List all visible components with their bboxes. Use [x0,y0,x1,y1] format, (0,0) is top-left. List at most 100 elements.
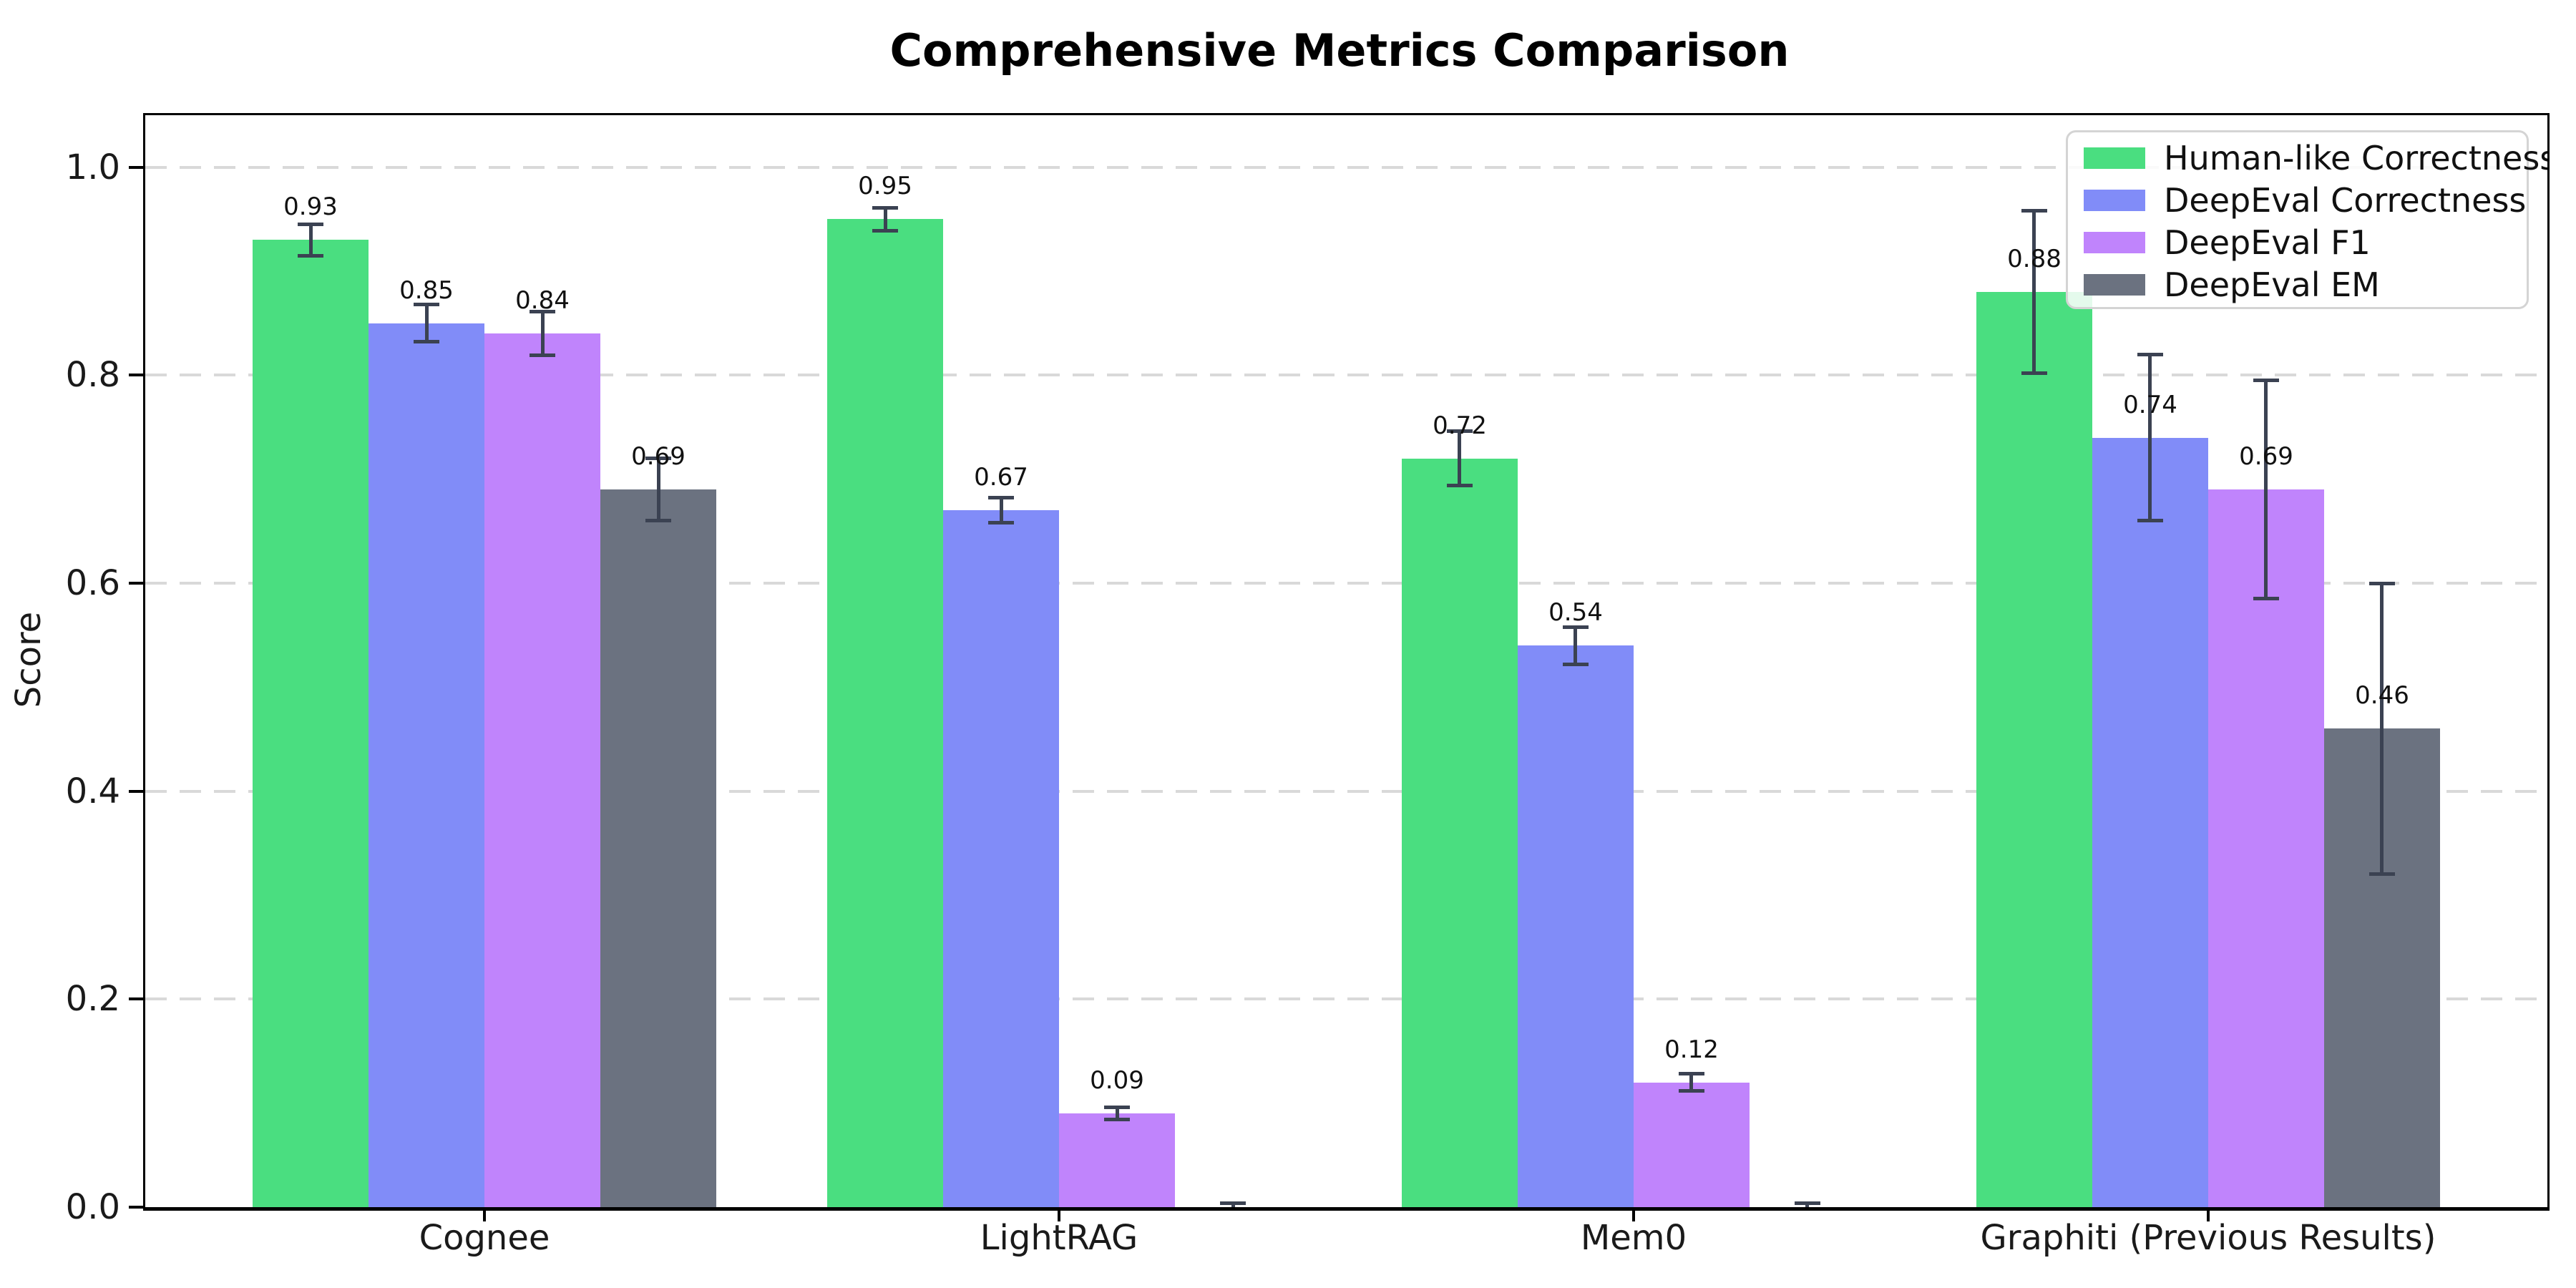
y-tick-label-1.0: 1.0 [65,147,120,187]
legend-item: DeepEval Correctness [2084,179,2527,221]
error-bar-cap-bottom [1104,1118,1130,1122]
error-bar-cap-bottom [2137,519,2163,523]
error-bar-cap-bottom [2253,597,2279,601]
y-tick-label-0.4: 0.4 [65,771,120,811]
error-bar-cap-bottom [1220,1209,1246,1211]
x-tick-mark-1 [483,1207,486,1221]
x-tick-label-3: Mem0 [1580,1218,1687,1258]
y-tick-mark-0.8 [129,374,145,377]
bar-value-label: 0.95 [858,172,912,201]
error-bar-cap-top [645,457,671,461]
error-bar-cap-top [1446,429,1473,434]
error-bar-cap-top [2368,581,2395,585]
legend-swatch-icon [2084,189,2145,211]
x-tick-mark-4 [2206,1207,2210,1221]
y-tick-mark-0.2 [129,997,145,1001]
bar-deepeval-correctness-4 [2092,437,2208,1207]
bar-value-label: 0.69 [631,442,686,472]
error-bar-line [999,497,1003,523]
x-tick-label-4: Graphiti (Previous Results) [1980,1218,2436,1258]
legend-label: DeepEval F1 [2164,223,2371,262]
y-tick-mark-1.0 [129,165,145,169]
x-tick-mark-3 [1631,1207,1635,1221]
y-tick-label-0.2: 0.2 [65,979,120,1020]
bar-value-label: 0.88 [2007,245,2062,274]
bar-value-label: 0.54 [1548,598,1603,628]
chart-title: Comprehensive Metrics Comparison [889,24,1790,77]
error-bar-line [2264,380,2268,599]
bar-deepeval-f1-4 [2207,489,2324,1207]
bar-human-like-correctness-1 [253,240,369,1207]
x-tick-label-1: Cognee [419,1218,550,1258]
bar-value-label: 0.69 [2239,442,2293,472]
bar-value-label: 0.72 [1433,411,1487,440]
gridline-y-0.2 [145,997,2547,1001]
error-bar-cap-bottom [1795,1209,1820,1211]
bar-value-label: 0.93 [283,192,338,222]
bar-value-label: 0.85 [399,275,454,305]
legend-swatch-icon [2084,147,2145,169]
legend-label: Human-like Correctness [2164,138,2550,177]
error-bar-cap-top [988,496,1014,500]
y-tick-label-0.0: 0.0 [65,1187,120,1227]
y-tick-mark-0.4 [129,789,145,793]
bar-value-label: 0.84 [515,286,570,316]
error-bar-cap-bottom [872,228,898,233]
bar-deepeval-correctness-2 [943,510,1059,1207]
legend-item: Human-like Correctness [2084,137,2547,179]
error-bar-cap-top [2137,352,2163,356]
legend-swatch-icon [2084,231,2145,253]
bar-deepeval-f1-3 [1633,1082,1750,1207]
error-bar-cap-bottom [414,340,439,344]
legend-swatch-icon [2084,273,2145,296]
error-bar-line [2148,354,2152,521]
error-bar-cap-top [1104,1105,1130,1109]
legend-item: DeepEval EM [2084,263,2527,306]
bar-human-like-correctness-2 [827,219,943,1207]
legend: Human-like Correctness DeepEval Correctne… [2066,130,2547,309]
x-tick-mark-2 [1058,1207,1060,1221]
y-axis-label: Score [9,611,49,708]
error-bar-line [1689,1073,1694,1091]
error-bar-cap-bottom [2021,371,2047,375]
bar-value-label: 0.74 [2123,390,2177,419]
bar-deepeval-correctness-3 [1517,645,1634,1207]
error-bar-cap-bottom [1678,1088,1704,1093]
error-bar-line [1115,1107,1119,1120]
error-bar-cap-top [1220,1201,1246,1205]
y-tick-label-0.6: 0.6 [65,563,120,603]
error-bar-cap-bottom [1562,662,1589,666]
error-bar-cap-bottom [2368,872,2395,877]
legend-label: DeepEval Correctness [2164,180,2527,220]
bar-value-label: 0.67 [974,463,1028,492]
error-bar-line [656,458,660,521]
gridline-y-0.6 [145,582,2547,585]
bar-human-like-correctness-4 [1976,292,2092,1207]
error-bar-line [2032,210,2036,374]
error-bar-cap-top [872,205,898,210]
legend-item: DeepEval F1 [2084,221,2527,263]
error-bar-cap-bottom [645,519,671,523]
y-tick-mark-0.0 [129,1206,145,1209]
bar-deepeval-em-1 [600,489,716,1207]
bar-value-label: 0.12 [1664,1035,1719,1064]
y-tick-label-0.8: 0.8 [65,355,120,396]
gridline-y-0.4 [145,789,2547,793]
error-bar-line [540,311,545,356]
y-tick-mark-0.6 [129,582,145,585]
error-bar-cap-top [1678,1072,1704,1076]
error-bar-line [308,224,313,256]
error-bar-cap-bottom [298,253,323,258]
error-bar-line [1574,627,1578,665]
error-bar-line [2380,583,2384,874]
error-bar-line [1458,431,1462,486]
gridline-y-1.0 [145,165,2547,169]
error-bar-cap-top [530,310,555,314]
error-bar-cap-top [1794,1201,1820,1205]
error-bar-cap-top [2253,379,2279,383]
legend-label: DeepEval EM [2164,265,2380,304]
bar-deepeval-correctness-1 [369,323,484,1207]
error-bar-cap-top [1562,625,1589,629]
error-bar-line [424,304,429,342]
